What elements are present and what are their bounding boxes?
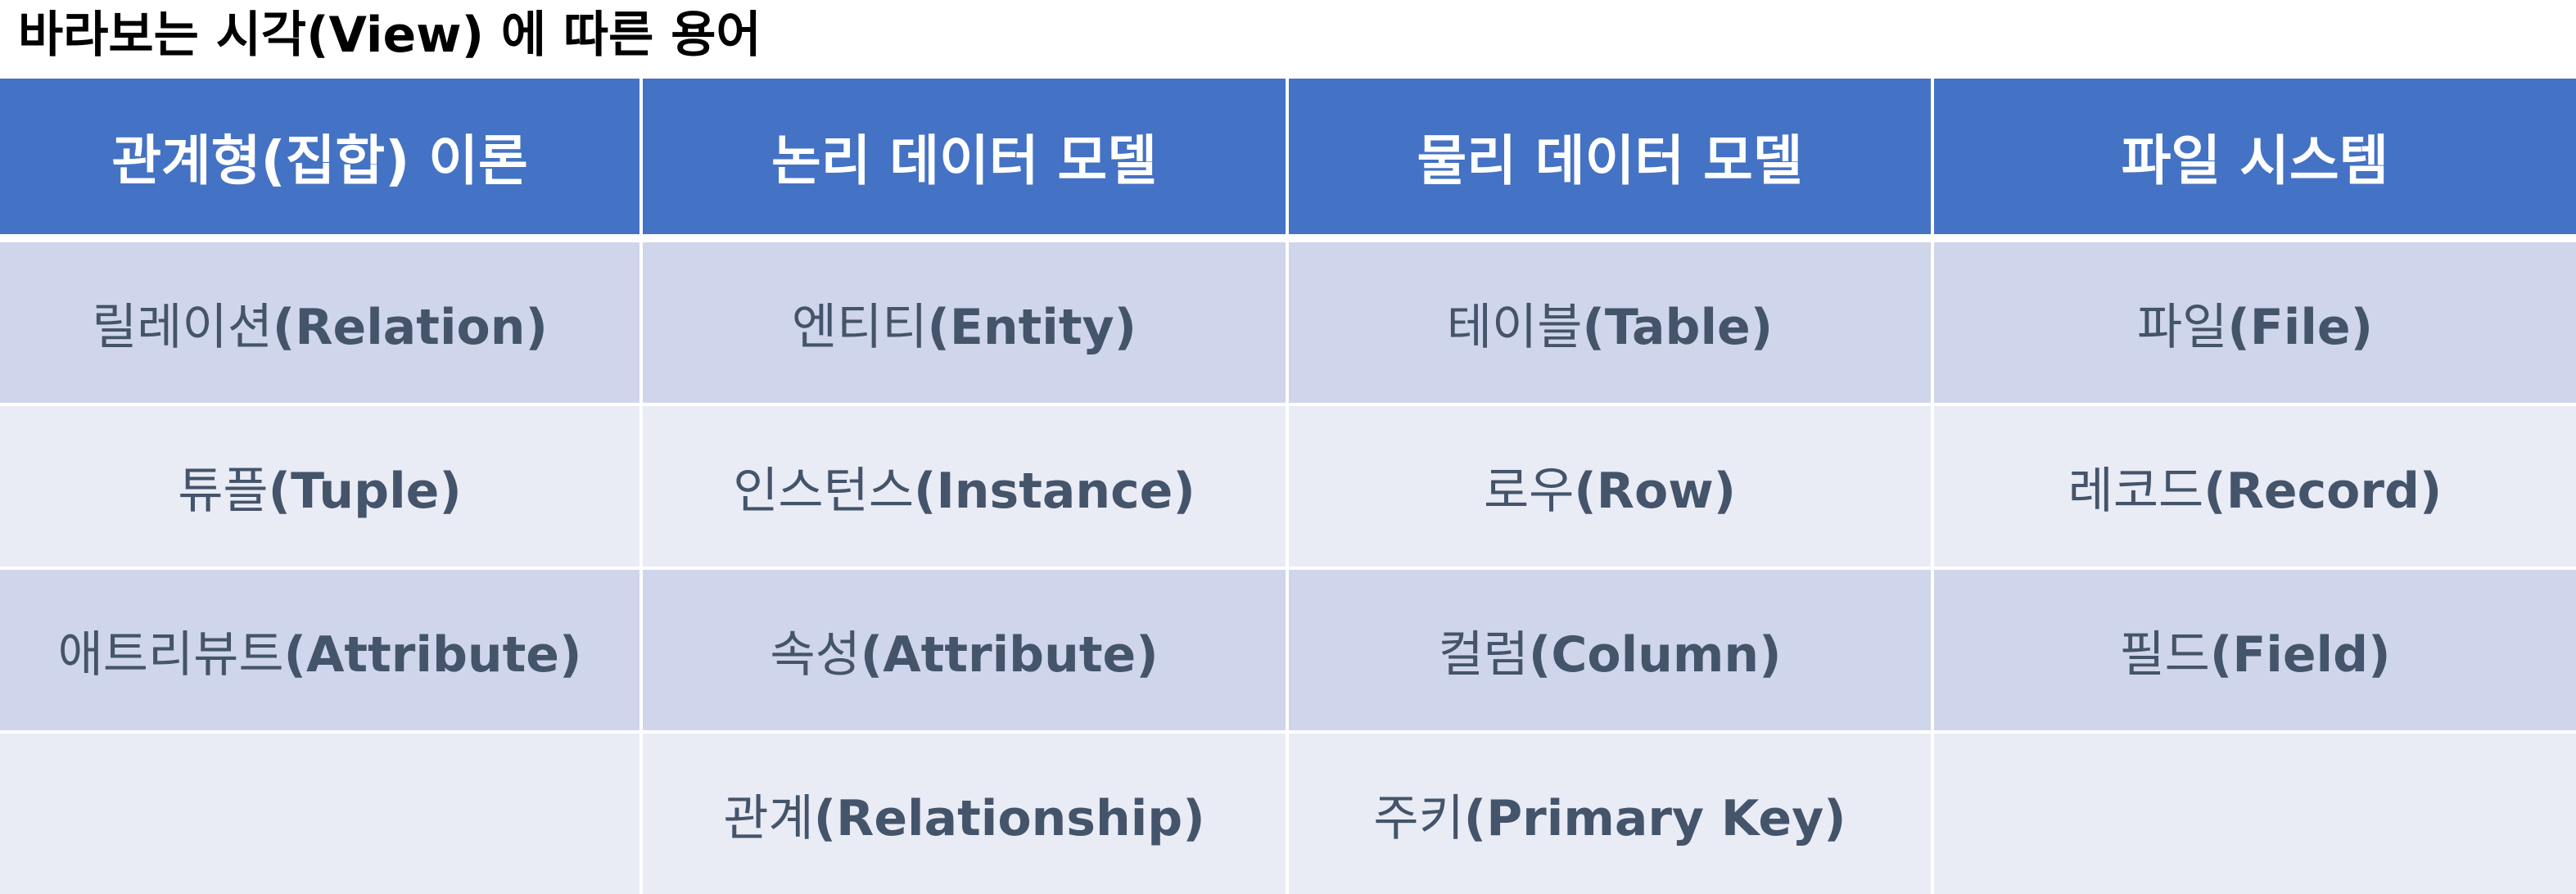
term-korean: 주키 — [1373, 789, 1464, 847]
table-cell: 로우(Row) — [1286, 403, 1934, 570]
term-english: (Relationship) — [813, 789, 1205, 847]
term-korean: 로우 — [1483, 462, 1575, 520]
table-cell: 파일(File) — [1931, 237, 2576, 406]
term-korean: 인스턴스 — [733, 462, 915, 520]
term-korean: 테이블 — [1446, 298, 1583, 356]
term-korean: 관계 — [723, 789, 814, 847]
term-english: (File) — [2227, 298, 2374, 356]
table-row: 관계(Relationship) 주키(Primary Key) — [0, 730, 2576, 894]
term-english: (Relation) — [272, 298, 548, 356]
table-row: 튜플(Tuple) 인스턴스(Instance) 로우(Row) 레코드(Rec… — [0, 403, 2576, 570]
term-english: (Field) — [2209, 625, 2391, 684]
term-korean: 컬럼 — [1438, 625, 1529, 684]
term-english: (Tuple) — [268, 462, 462, 520]
table-cell: 테이블(Table) — [1286, 237, 1934, 406]
table-cell: 필드(Field) — [1931, 567, 2576, 734]
table-cell: 주키(Primary Key) — [1286, 730, 1934, 894]
table-cell: 관계(Relationship) — [639, 730, 1289, 894]
term-english: (Instance) — [914, 462, 1195, 520]
term-english: (Attribute) — [860, 625, 1159, 684]
header-physical-data-model: 물리 데이터 모델 — [1286, 79, 1934, 242]
table-cell: 튜플(Tuple) — [0, 403, 643, 570]
term-english: (Table) — [1582, 298, 1774, 356]
term-english: (Column) — [1528, 625, 1782, 684]
term-english: (Primary Key) — [1463, 789, 1846, 847]
table-row: 릴레이션(Relation) 엔티티(Entity) 테이블(Table) 파일… — [0, 237, 2576, 406]
table-cell: 애트리뷰트(Attribute) — [0, 567, 643, 734]
header-file-system: 파일 시스템 — [1931, 79, 2576, 242]
page-title: 바라보는 시각(View) 에 따른 용어 — [18, 7, 762, 64]
term-english: (Entity) — [927, 298, 1137, 356]
header-row: 관계형(집합) 이론 논리 데이터 모델 물리 데이터 모델 파일 시스템 — [0, 79, 2576, 242]
terminology-table: 관계형(집합) 이론 논리 데이터 모델 물리 데이터 모델 파일 시스템 릴레… — [0, 79, 2576, 894]
table-cell: 엔티티(Entity) — [639, 237, 1289, 406]
term-korean: 애트리뷰트 — [57, 625, 284, 684]
table-cell — [0, 730, 643, 894]
table-cell: 레코드(Record) — [1931, 403, 2576, 570]
term-english: (Row) — [1574, 462, 1737, 520]
table-cell: 인스턴스(Instance) — [639, 403, 1289, 570]
term-korean: 엔티티 — [791, 298, 928, 356]
table-cell: 속성(Attribute) — [639, 567, 1289, 734]
table-row: 애트리뷰트(Attribute) 속성(Attribute) 컬럼(Column… — [0, 567, 2576, 734]
term-korean: 파일 — [2136, 298, 2228, 356]
term-korean: 레코드 — [2068, 462, 2204, 520]
table-cell — [1931, 730, 2576, 894]
table-cell: 컬럼(Column) — [1286, 567, 1934, 734]
term-english: (Attribute) — [283, 625, 582, 684]
header-relational-theory: 관계형(집합) 이론 — [0, 79, 643, 242]
term-korean: 릴레이션 — [92, 298, 273, 356]
term-english: (Record) — [2203, 462, 2443, 520]
term-korean: 필드 — [2119, 625, 2210, 684]
term-korean: 속성 — [770, 625, 861, 684]
header-logical-data-model: 논리 데이터 모델 — [639, 79, 1289, 242]
table-cell: 릴레이션(Relation) — [0, 237, 643, 406]
term-korean: 튜플 — [178, 462, 269, 520]
